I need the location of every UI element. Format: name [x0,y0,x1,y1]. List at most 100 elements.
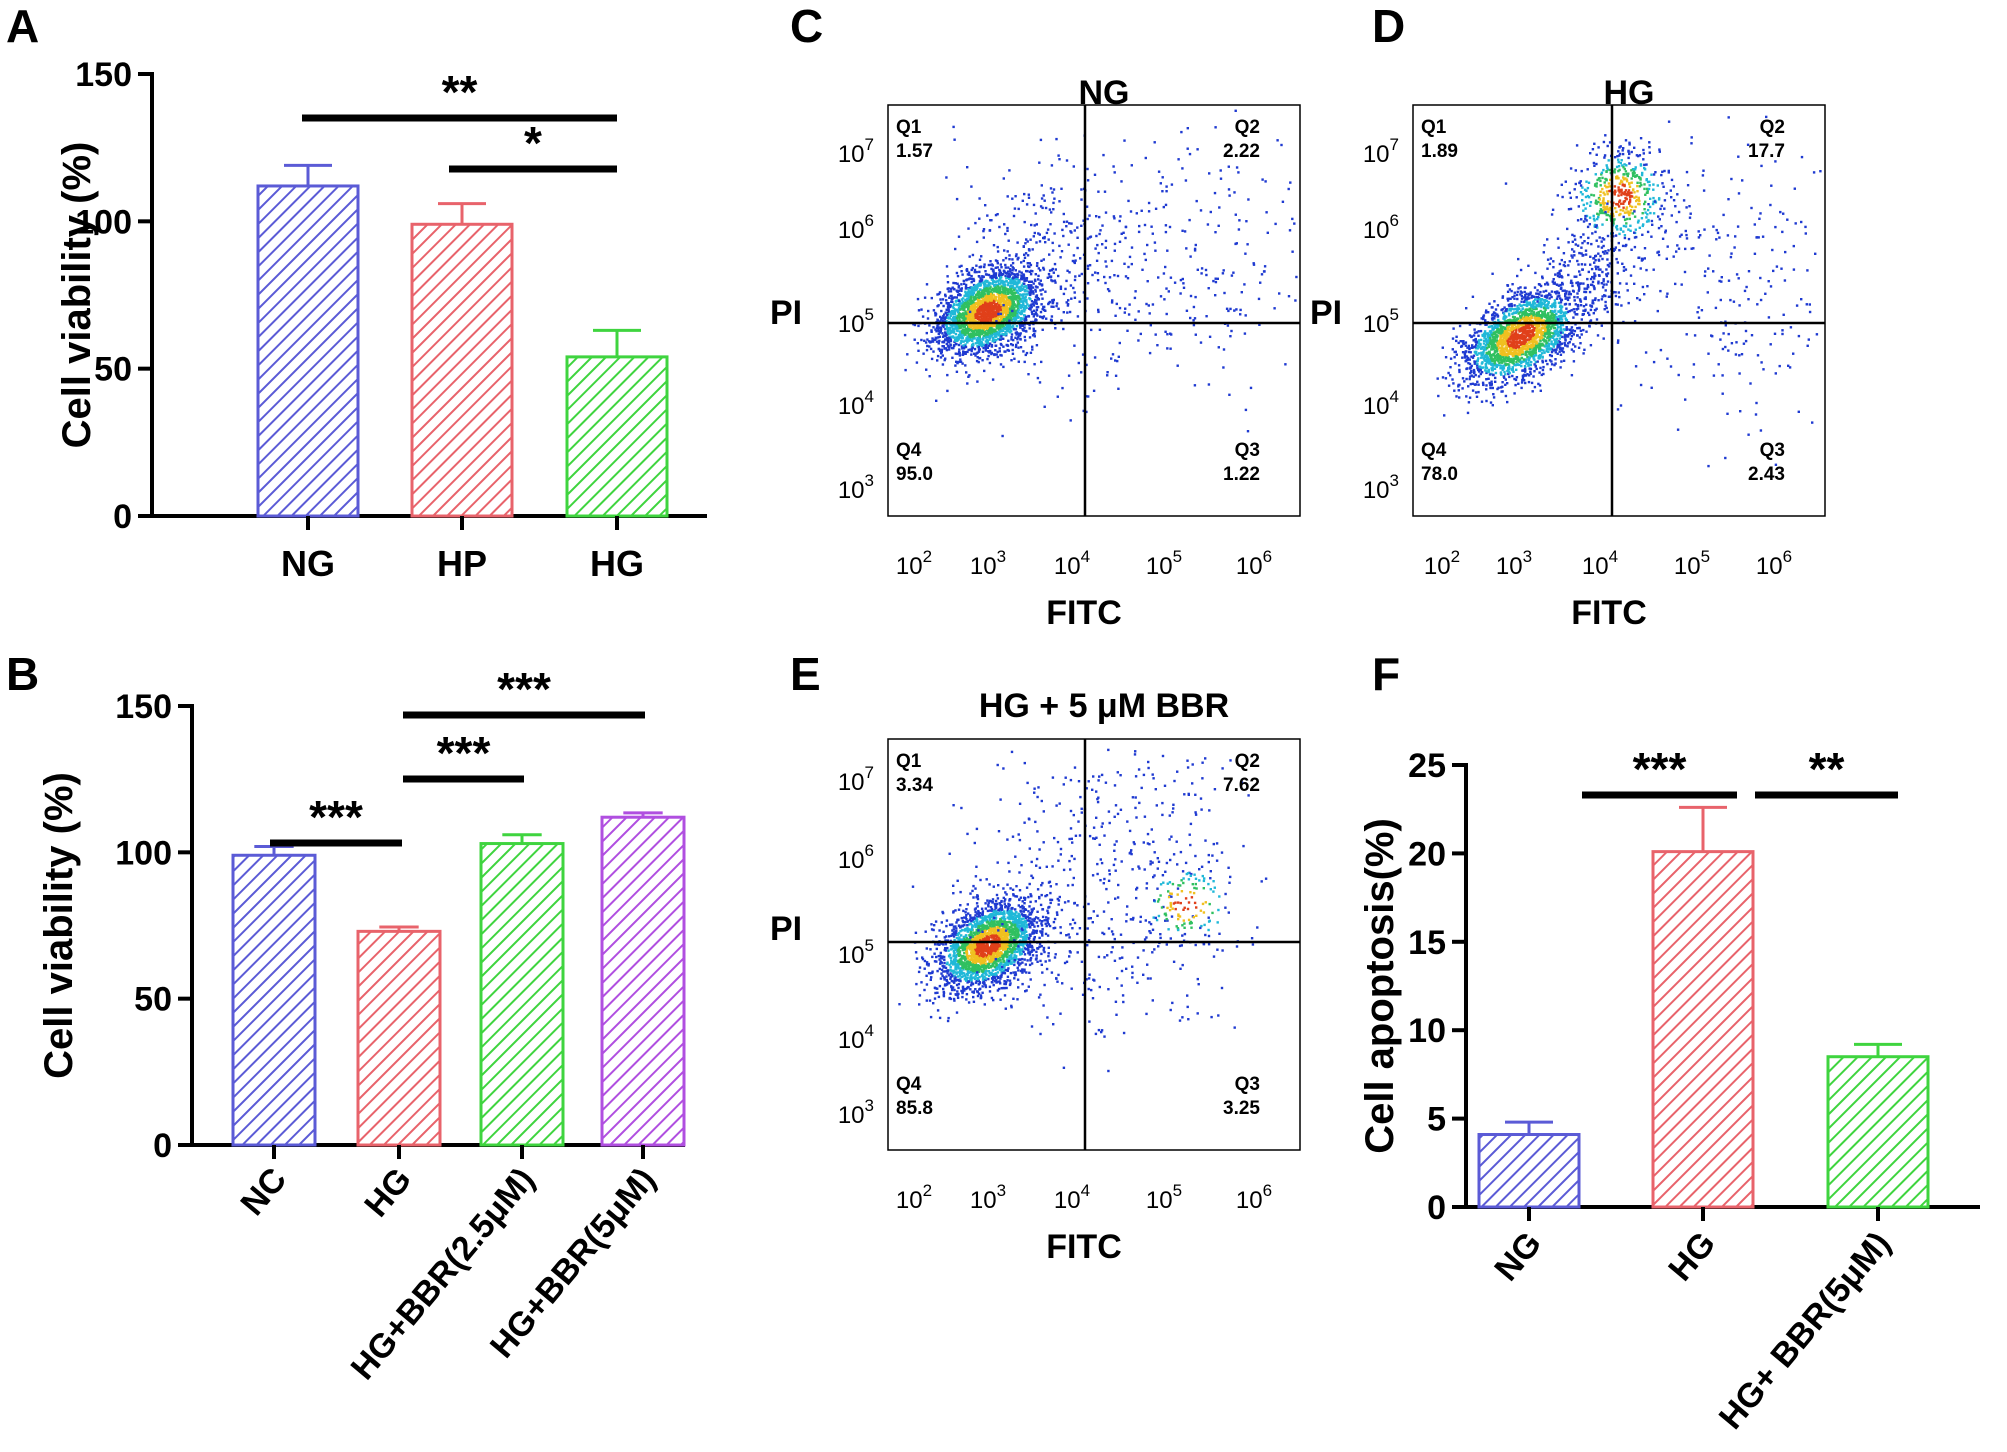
event-dot [979,306,982,310]
event-dot [1539,302,1542,305]
event-dot [967,348,970,352]
event-dot [1477,383,1480,386]
event-dot [958,265,961,268]
event-dot [994,317,997,320]
event-dot [984,334,987,337]
event-dot [982,291,986,295]
x-tick-label: HG [590,543,644,584]
event-dot [936,318,939,321]
event-dot [996,292,999,295]
event-dot [1519,335,1522,338]
event-dot [1052,201,1055,205]
event-dot [1509,297,1512,300]
event-dot [976,309,979,312]
event-dot [980,344,983,347]
event-dot [1080,272,1083,276]
event-dot [1506,290,1510,293]
event-dot [998,269,1002,273]
event-dot [1500,390,1503,393]
event-dot [1576,327,1579,330]
event-dot [1011,299,1014,302]
event-dot [1035,306,1039,309]
event-dot [1544,289,1548,293]
event-dot [1104,281,1107,285]
event-dot [1523,317,1527,320]
event-dot [1135,212,1138,215]
event-dot [1498,330,1501,333]
event-dot [981,338,985,341]
event-dot [1520,336,1523,339]
event-dot [1177,158,1180,161]
event-dot [1490,348,1493,351]
event-dot [999,300,1002,303]
significance-label: *** [309,791,363,843]
event-dot [957,293,960,297]
event-dot [964,285,968,289]
event-dot [1511,283,1514,286]
event-dot [1010,336,1013,339]
event-dot [1111,353,1115,356]
event-dot [975,285,978,288]
event-dot [1016,272,1019,276]
event-dot [1476,380,1479,383]
event-dot [962,313,965,317]
event-dot [1517,257,1520,261]
event-dot [997,328,1000,331]
event-dot [1040,316,1043,319]
event-dot [1005,277,1008,280]
event-dot [1019,346,1023,349]
event-dot [957,284,961,288]
event-dot [1548,354,1552,357]
event-dot [939,328,943,331]
event-dot [1086,267,1090,270]
event-dot [991,301,994,304]
event-dot [961,331,964,334]
event-dot [1015,331,1018,334]
event-dot [964,351,967,354]
event-dot [1461,377,1465,380]
event-dot [1579,342,1582,345]
event-dot [1544,319,1547,323]
event-dot [979,295,982,299]
event-dot [1525,338,1528,342]
event-dot [1467,385,1470,388]
event-dot [1014,282,1017,286]
event-dot [987,281,990,284]
event-dot [1020,277,1023,280]
quadrant-name-q3: Q3 [1235,440,1260,461]
event-dot [1472,375,1475,378]
event-dot [966,323,970,327]
event-dot [977,317,980,321]
event-dot [947,307,950,310]
event-dot [1557,315,1561,318]
event-dot [1127,199,1130,203]
event-dot [989,292,993,296]
event-dot [945,265,949,268]
event-dot [1520,309,1523,313]
event-dot [1138,224,1141,228]
event-dot [1008,311,1012,314]
event-dot [1457,341,1460,345]
event-dot [1504,309,1508,312]
event-dot [1080,198,1083,201]
event-dot [1530,305,1533,308]
event-dot [1493,332,1497,335]
event-dot [1559,301,1563,304]
event-dot [956,352,959,356]
event-dot [996,245,999,249]
event-dot [1000,285,1003,288]
event-dot [1506,297,1509,300]
event-dot [964,290,967,293]
event-dot [1019,300,1022,303]
event-dot [989,306,992,309]
event-dot [1261,178,1264,181]
event-dot [1476,347,1479,350]
event-dot [994,213,998,217]
event-dot [967,315,970,318]
event-dot [1585,287,1589,290]
event-dot [1226,324,1230,327]
event-dot [1040,303,1043,306]
event-dot [1134,318,1137,321]
event-dot [968,325,971,328]
event-dot [1020,288,1024,291]
